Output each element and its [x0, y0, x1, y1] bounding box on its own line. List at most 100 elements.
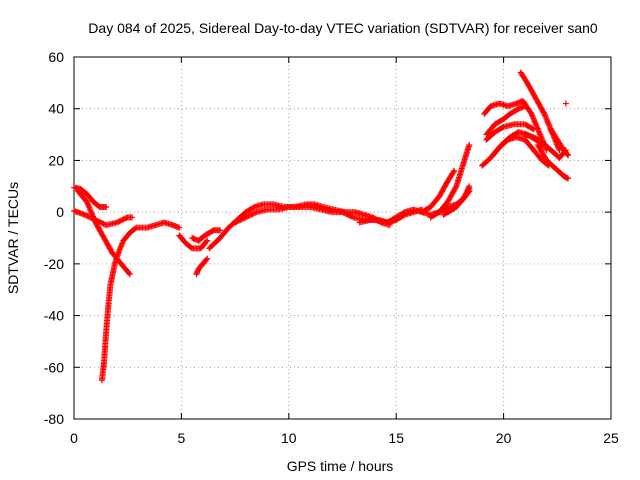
data-point [217, 227, 224, 234]
data-point [122, 215, 129, 222]
x-tick-label: 10 [281, 430, 297, 446]
data-point [125, 270, 132, 277]
data-point [242, 214, 249, 221]
data-point [120, 216, 127, 223]
data-point [252, 209, 259, 216]
axis-ticks: 0 5 10 15 20 25 -80 -60 -40 -20 0 20 40 60 [44, 49, 619, 446]
data-point [203, 256, 210, 263]
series-prn-b [71, 207, 135, 229]
data-point [564, 151, 571, 158]
data-point [117, 217, 124, 224]
data-point [119, 216, 126, 223]
x-tick-label: 0 [70, 430, 78, 446]
data-point [565, 175, 572, 182]
data-point [126, 271, 133, 278]
data-point [236, 217, 243, 224]
y-tick-label: -20 [44, 256, 64, 272]
series-prn-q [483, 103, 529, 138]
data-point [100, 220, 107, 227]
data-point [565, 152, 572, 159]
data-point [241, 214, 248, 221]
y-tick-label: -40 [44, 308, 64, 324]
y-axis-label: SDTVAR / TECUs [5, 182, 21, 294]
data-point [346, 212, 353, 219]
data-point [466, 183, 473, 190]
data-point [96, 218, 103, 225]
x-axis-label: GPS time / hours [287, 458, 394, 474]
x-tick-label: 20 [496, 430, 512, 446]
data-point [452, 184, 459, 191]
data-point [244, 213, 251, 220]
series-prn-d [98, 219, 183, 384]
data-point [204, 255, 211, 262]
data-point [83, 212, 90, 219]
data-point [451, 167, 458, 174]
data-point [249, 211, 256, 218]
x-tick-label: 25 [603, 430, 619, 446]
data-point [128, 214, 135, 221]
data-point [250, 204, 257, 211]
series-prn-o [444, 183, 473, 216]
data-point [132, 225, 139, 232]
y-tick-label: 40 [48, 101, 64, 117]
y-tick-label: -80 [44, 411, 64, 427]
series-prn-m [427, 141, 473, 221]
data-point [234, 218, 241, 225]
data-point [233, 218, 240, 225]
data-point [347, 213, 354, 220]
data-point [400, 209, 407, 216]
plot-frame [73, 56, 612, 420]
data-point [562, 100, 569, 107]
data-point [103, 203, 110, 210]
series-prn-y [562, 100, 569, 107]
data-point [540, 109, 547, 116]
data-point [116, 218, 123, 225]
data-point [97, 219, 104, 226]
data-point [344, 211, 351, 218]
series-prn-g [193, 255, 211, 278]
data-point [99, 220, 106, 227]
data-point [522, 103, 529, 110]
y-tick-label: -60 [44, 359, 64, 375]
data-point [176, 224, 183, 231]
data-point [250, 210, 257, 217]
data-point [81, 211, 88, 218]
y-tick-label: 0 [56, 204, 64, 220]
data-point [343, 211, 350, 218]
data-point [203, 238, 210, 245]
series-prn-a [71, 184, 110, 210]
data-point [348, 213, 355, 220]
data-point [245, 213, 252, 220]
data-point [248, 211, 255, 218]
chart-title: Day 084 of 2025, Sidereal Day-to-day VTE… [88, 20, 598, 36]
data-point [466, 141, 473, 148]
series-prn-p [481, 97, 550, 154]
series-prn-f [189, 227, 224, 244]
data-point [342, 210, 349, 217]
data-point [84, 213, 91, 220]
data-point [232, 219, 239, 226]
data-point [530, 126, 537, 133]
data-point [450, 169, 457, 176]
data-point [340, 209, 347, 216]
data-point [113, 219, 120, 226]
data-point [563, 174, 570, 181]
data-point [529, 125, 536, 132]
data-point [237, 216, 244, 223]
data-point [246, 212, 253, 219]
x-tick-label: 5 [178, 430, 186, 446]
data-point [204, 237, 211, 244]
data-point [123, 214, 130, 221]
y-tick-label: 20 [48, 152, 64, 168]
data-point [115, 218, 122, 225]
data-point [499, 124, 506, 131]
series-prn-w [534, 141, 572, 182]
x-tick-label: 15 [388, 430, 404, 446]
series-prn-l [418, 167, 458, 216]
series-prn-x [547, 126, 572, 159]
data-point [339, 209, 346, 216]
data-point [240, 215, 247, 222]
series-prn-e [176, 232, 211, 252]
data-marks [71, 69, 572, 384]
